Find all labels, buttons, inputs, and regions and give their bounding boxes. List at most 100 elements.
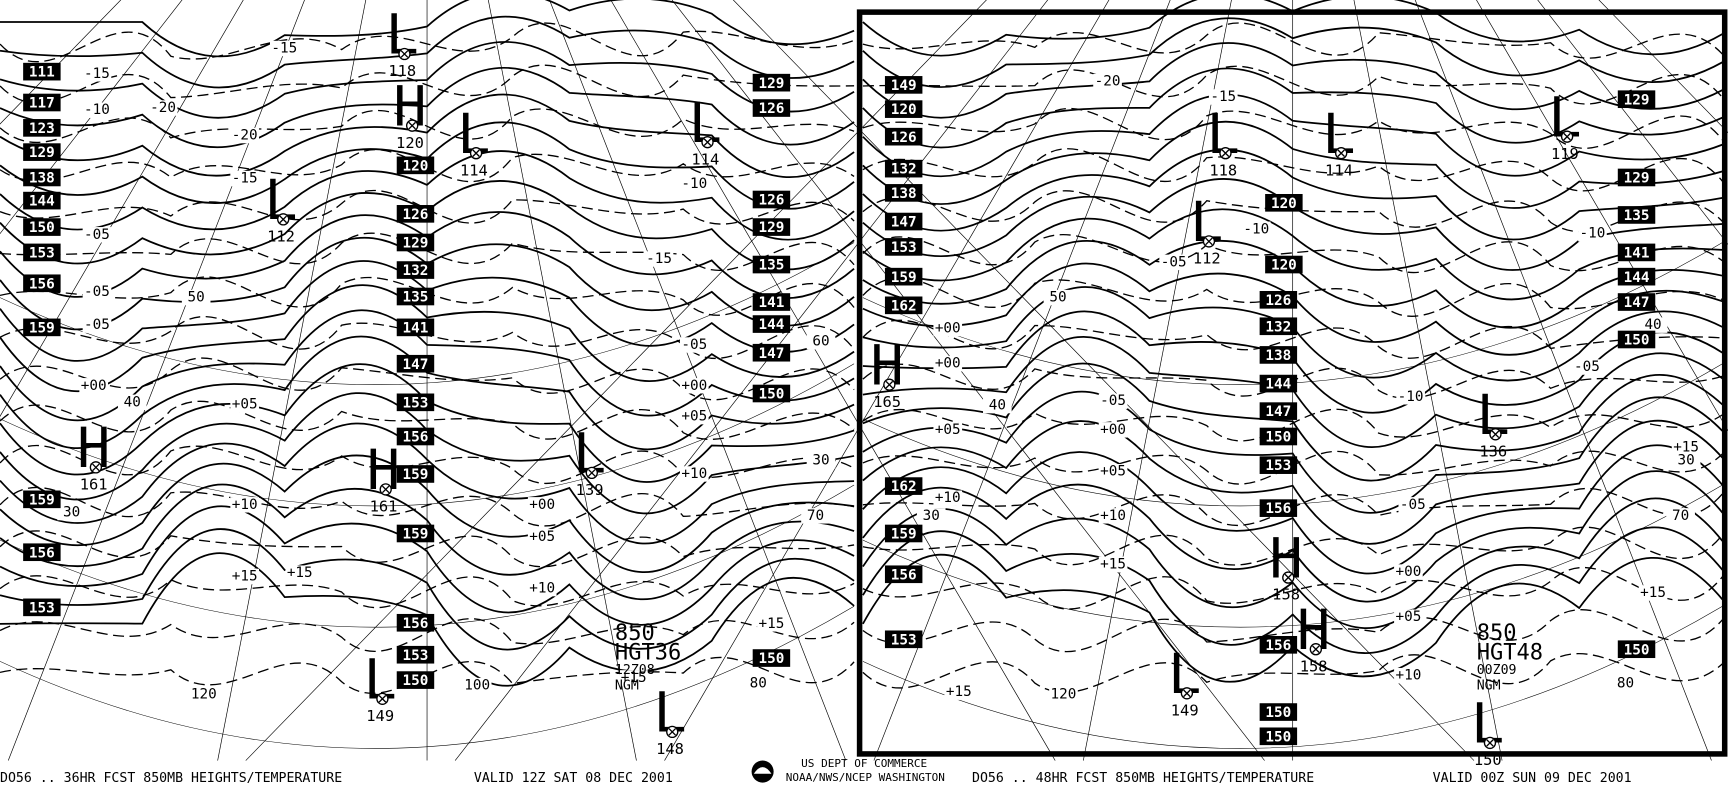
height-box-label: 141 (1624, 246, 1650, 262)
height-box-label: 120 (891, 102, 917, 118)
height-box-label: 126 (891, 130, 917, 146)
contour-label: +15 (759, 616, 785, 632)
height-box (23, 274, 61, 293)
height-box (1617, 267, 1656, 286)
height-box-label: 147 (1265, 404, 1291, 420)
pressure-center-value: 158 (1300, 657, 1328, 675)
contour-label-bg (1394, 609, 1423, 625)
height-box-label: 120 (1271, 258, 1297, 274)
height-box-label: 144 (29, 194, 55, 210)
contour-label: -05 (1100, 393, 1126, 409)
contour-label-bg (462, 677, 492, 694)
height-box-label: 150 (759, 651, 785, 667)
height-box-label: 153 (29, 246, 55, 262)
height-box (884, 184, 923, 202)
height-box-label: 159 (29, 320, 55, 336)
temperature-contour (0, 64, 855, 104)
contour-label-bg (1638, 317, 1668, 333)
height-box (396, 465, 435, 483)
height-box (884, 630, 923, 649)
temperature-contour (862, 609, 1723, 653)
contour-label-bg (82, 66, 112, 82)
height-box-label: 153 (403, 648, 429, 664)
pressure-center-value: 161 (370, 498, 398, 516)
contour-label-bg (757, 616, 786, 632)
temperature-contour (0, 444, 855, 484)
pressure-center-value: 139 (576, 481, 604, 499)
contour-label: +00 (935, 356, 961, 372)
temperature-contour (862, 65, 1724, 105)
height-box (752, 99, 791, 117)
contour-label: 30 (63, 505, 80, 521)
height-box (23, 168, 61, 187)
height-contour (862, 526, 1724, 654)
height-box-label: 117 (29, 96, 55, 112)
contour-label: +05 (935, 422, 961, 438)
contour-label: -15 (84, 66, 110, 82)
temperature-contour (862, 148, 1723, 192)
height-box-label: 156 (403, 616, 429, 632)
height-box (1259, 635, 1298, 654)
height-box-label: 150 (1265, 705, 1291, 721)
contour-label: +00 (529, 497, 555, 513)
panel-label: NGM (615, 679, 639, 694)
height-box-label: 150 (29, 220, 55, 236)
height-box-label: 120 (1271, 196, 1297, 212)
meridian (732, 0, 1475, 761)
meridian (1082, 0, 1232, 761)
height-box (884, 127, 923, 146)
height-box-label: 129 (759, 76, 785, 92)
contour-label-bg (1671, 453, 1701, 469)
panel-label: 850 (1477, 621, 1517, 646)
center-marker-x (1312, 645, 1320, 653)
height-box-label: 123 (29, 121, 55, 137)
height-contour (0, 284, 855, 393)
height-contour (0, 150, 855, 241)
contour-label: +00 (681, 378, 707, 394)
temperature-contour (862, 107, 1724, 149)
temperature-contour (862, 526, 1724, 566)
height-box-label: 144 (1624, 270, 1650, 286)
contour-label: 50 (188, 290, 205, 306)
contour-label: 80 (1617, 675, 1634, 691)
contour-label-bg (1394, 564, 1423, 580)
height-box-label: 144 (759, 317, 785, 333)
height-box (1259, 499, 1298, 517)
height-box-label: 135 (1624, 208, 1650, 224)
contour-label: +00 (935, 320, 961, 336)
height-box (884, 296, 923, 315)
height-contour (862, 497, 1724, 629)
height-box-label: 132 (891, 162, 917, 178)
height-box (884, 212, 923, 231)
height-box (1265, 255, 1303, 274)
panel-label: 850 (615, 621, 655, 646)
noaa-logo-bird (753, 767, 772, 774)
center-marker-x (885, 380, 894, 389)
height-box-label: 153 (891, 632, 917, 648)
temperature-contour (0, 618, 855, 652)
height-box (396, 671, 435, 689)
panel-frame (856, 9, 1728, 757)
temperature-contour (862, 653, 1723, 694)
contour-label: +05 (1395, 609, 1421, 625)
height-box-label: 153 (1265, 458, 1291, 474)
contour-label: -05 (681, 337, 707, 353)
height-box-label: 150 (1265, 430, 1291, 446)
center-marker-x (668, 728, 677, 736)
contour-label: +15 (621, 670, 647, 686)
height-box-label: 138 (29, 171, 55, 187)
height-box-label: 126 (403, 207, 429, 223)
contour-label: -10 (681, 176, 707, 192)
height-contour (862, 120, 1723, 209)
pressure-center-value: 114 (1325, 161, 1353, 179)
center-marker-x (588, 469, 596, 477)
contour-label-bg (1093, 73, 1122, 90)
height-box (1259, 427, 1298, 446)
height-box (752, 649, 791, 667)
contour-label: 70 (1672, 508, 1689, 524)
contour-label-bg (806, 453, 836, 469)
height-contour (0, 15, 855, 89)
height-box-label: 150 (1265, 729, 1291, 745)
height-box (752, 315, 791, 333)
height-box (396, 156, 435, 175)
